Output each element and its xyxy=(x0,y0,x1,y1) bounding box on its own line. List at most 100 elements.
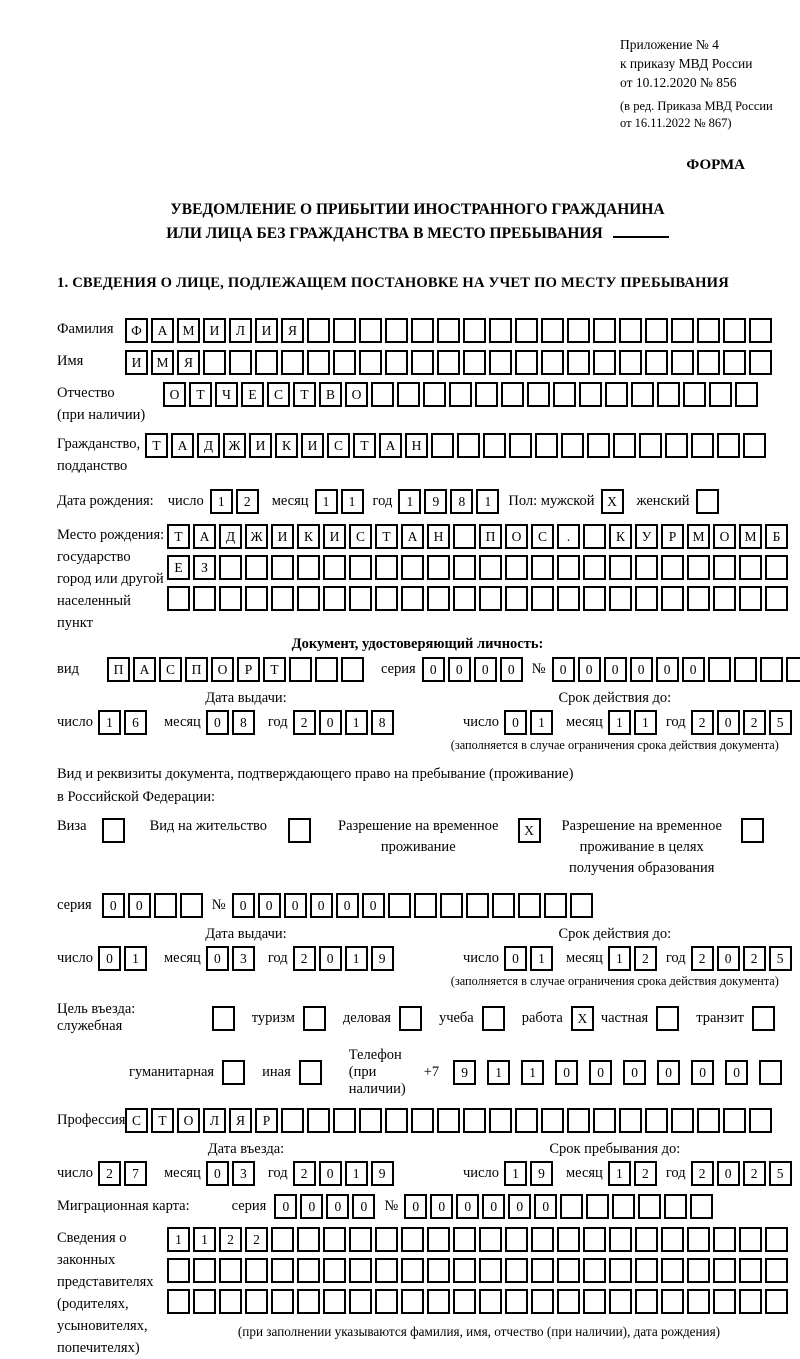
char-cell[interactable]: К xyxy=(609,524,632,550)
char-cell[interactable] xyxy=(593,1108,616,1134)
char-cell[interactable]: 2 xyxy=(690,946,714,972)
char-cell[interactable]: 0 xyxy=(716,1161,740,1187)
char-cell[interactable]: М xyxy=(151,350,174,376)
char-cell[interactable]: О xyxy=(505,524,528,550)
char-cell[interactable] xyxy=(749,350,772,376)
char-cell[interactable] xyxy=(687,586,710,612)
char-cell[interactable]: 6 xyxy=(123,710,147,736)
char-cell[interactable]: 0 xyxy=(716,946,740,972)
char-cell[interactable] xyxy=(385,1108,408,1134)
char-cell[interactable]: 1 xyxy=(344,1161,368,1187)
char-cell[interactable] xyxy=(765,1258,788,1284)
char-cell[interactable]: 0 xyxy=(257,893,281,919)
char-cell[interactable] xyxy=(531,555,554,581)
char-cell[interactable]: И xyxy=(249,433,272,459)
char-cell[interactable] xyxy=(453,1289,476,1315)
char-cell[interactable]: 0 xyxy=(205,1161,229,1187)
char-cell[interactable] xyxy=(635,1227,658,1253)
char-cell[interactable]: П xyxy=(479,524,502,550)
char-cell[interactable] xyxy=(333,318,356,344)
char-cell[interactable]: 1 xyxy=(209,489,233,515)
char-cell[interactable]: 9 xyxy=(370,946,394,972)
char-cell[interactable] xyxy=(297,1258,320,1284)
char-cell[interactable]: А xyxy=(132,657,156,683)
char-cell[interactable]: 2 xyxy=(292,1161,316,1187)
char-cell[interactable] xyxy=(211,1005,235,1031)
char-cell[interactable] xyxy=(765,1289,788,1315)
char-cell[interactable]: Т xyxy=(151,1108,174,1134)
char-cell[interactable]: 2 xyxy=(690,710,714,736)
char-cell[interactable]: 0 xyxy=(503,710,527,736)
char-cell[interactable]: 0 xyxy=(456,1194,480,1220)
char-cell[interactable]: И xyxy=(203,318,226,344)
char-cell[interactable] xyxy=(413,893,437,919)
char-cell[interactable]: 9 xyxy=(453,1060,477,1086)
char-cell[interactable] xyxy=(193,586,216,612)
char-cell[interactable] xyxy=(288,818,312,844)
char-cell[interactable]: 1 xyxy=(521,1060,545,1086)
char-cell[interactable] xyxy=(375,1227,398,1253)
char-cell[interactable]: И xyxy=(301,433,324,459)
char-cell[interactable] xyxy=(307,318,330,344)
char-cell[interactable]: А xyxy=(171,433,194,459)
char-cell[interactable]: Ч xyxy=(215,382,238,408)
char-cell[interactable] xyxy=(479,1227,502,1253)
char-cell[interactable]: 0 xyxy=(629,657,653,683)
char-cell[interactable]: 0 xyxy=(127,893,151,919)
char-cell[interactable]: X xyxy=(570,1005,594,1031)
char-cell[interactable]: А xyxy=(151,318,174,344)
char-cell[interactable] xyxy=(219,586,242,612)
char-cell[interactable] xyxy=(638,1194,662,1220)
char-cell[interactable] xyxy=(489,1108,512,1134)
char-cell[interactable] xyxy=(167,1289,190,1315)
char-cell[interactable] xyxy=(501,382,524,408)
char-cell[interactable] xyxy=(740,818,764,844)
char-cell[interactable] xyxy=(271,586,294,612)
char-cell[interactable] xyxy=(483,433,506,459)
char-cell[interactable] xyxy=(463,1108,486,1134)
char-cell[interactable] xyxy=(785,657,800,683)
char-cell[interactable]: 8 xyxy=(231,710,255,736)
char-cell[interactable] xyxy=(687,1227,710,1253)
char-cell[interactable] xyxy=(101,818,125,844)
char-cell[interactable] xyxy=(427,555,450,581)
char-cell[interactable] xyxy=(567,318,590,344)
char-cell[interactable]: 0 xyxy=(274,1194,298,1220)
char-cell[interactable]: 2 xyxy=(690,1161,714,1187)
char-cell[interactable] xyxy=(465,893,489,919)
char-cell[interactable]: 0 xyxy=(421,657,445,683)
char-cell[interactable] xyxy=(281,1108,304,1134)
char-cell[interactable]: Р xyxy=(236,657,260,683)
char-cell[interactable] xyxy=(323,1227,346,1253)
char-cell[interactable] xyxy=(713,1258,736,1284)
char-cell[interactable] xyxy=(479,1289,502,1315)
char-cell[interactable]: 0 xyxy=(503,946,527,972)
char-cell[interactable] xyxy=(401,555,424,581)
char-cell[interactable] xyxy=(222,1060,246,1086)
char-cell[interactable] xyxy=(671,1108,694,1134)
char-cell[interactable] xyxy=(375,555,398,581)
char-cell[interactable] xyxy=(735,382,758,408)
char-cell[interactable] xyxy=(323,1258,346,1284)
char-cell[interactable] xyxy=(739,586,762,612)
char-cell[interactable] xyxy=(752,1005,775,1031)
char-cell[interactable] xyxy=(557,1289,580,1315)
char-cell[interactable]: Б xyxy=(765,524,788,550)
char-cell[interactable]: Н xyxy=(427,524,450,550)
char-cell[interactable] xyxy=(583,1227,606,1253)
char-cell[interactable] xyxy=(437,318,460,344)
char-cell[interactable]: 3 xyxy=(231,946,255,972)
char-cell[interactable] xyxy=(229,350,252,376)
char-cell[interactable]: 0 xyxy=(447,657,471,683)
char-cell[interactable] xyxy=(401,1227,424,1253)
char-cell[interactable] xyxy=(739,1227,762,1253)
char-cell[interactable] xyxy=(401,1289,424,1315)
char-cell[interactable] xyxy=(349,1258,372,1284)
char-cell[interactable] xyxy=(203,350,226,376)
char-cell[interactable] xyxy=(665,433,688,459)
char-cell[interactable]: 0 xyxy=(725,1060,749,1086)
char-cell[interactable] xyxy=(411,318,434,344)
char-cell[interactable]: Д xyxy=(219,524,242,550)
char-cell[interactable] xyxy=(349,1227,372,1253)
char-cell[interactable] xyxy=(359,1108,382,1134)
